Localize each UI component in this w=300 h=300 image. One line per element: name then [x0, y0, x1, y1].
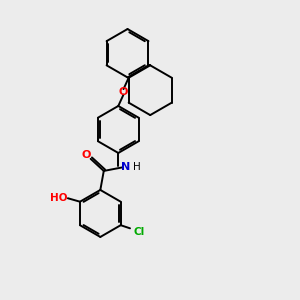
Text: HO: HO: [50, 193, 67, 203]
Text: H: H: [134, 163, 141, 172]
Text: O: O: [82, 150, 91, 160]
Text: Cl: Cl: [134, 227, 145, 237]
Text: O: O: [119, 87, 128, 97]
Text: N: N: [121, 163, 130, 172]
